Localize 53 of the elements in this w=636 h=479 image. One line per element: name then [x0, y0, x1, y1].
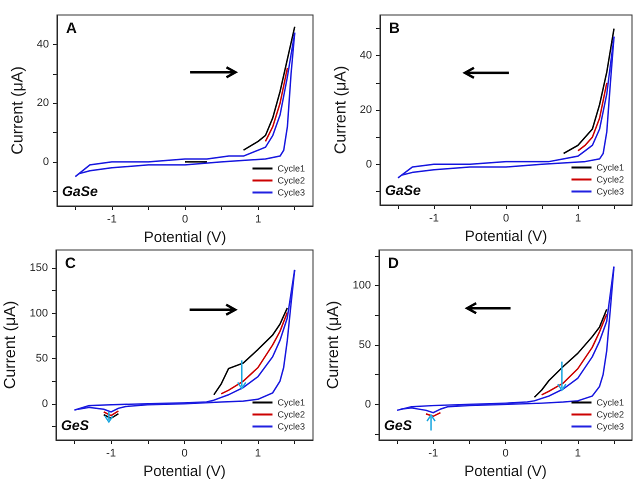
x-tick-label: 0: [182, 214, 188, 226]
x-tick-label: -1: [429, 212, 439, 224]
legend-label: Cycle3: [277, 422, 306, 432]
y-tick-label: 20: [360, 104, 372, 116]
y-axis-title: Current (μA): [9, 66, 26, 155]
legend-label: Cycle2: [277, 410, 306, 420]
annotation: B: [389, 20, 400, 37]
legend-label: Cycle3: [277, 188, 306, 198]
legend-label: Cycle1: [277, 164, 306, 174]
y-tick-label: 150: [30, 262, 48, 274]
x-axis-title: Potential (V): [143, 462, 226, 479]
y-tick-label: 0: [42, 156, 49, 168]
legend-label: Cycle2: [277, 176, 306, 186]
annotation: GaSe: [62, 183, 98, 199]
y-tick-label: 50: [36, 352, 48, 365]
y-tick-label: 40: [360, 50, 372, 62]
legend-label: Cycle3: [596, 422, 624, 432]
x-tick-label: -1: [428, 448, 438, 460]
annotation: A: [66, 20, 77, 37]
x-tick-label: -1: [106, 448, 116, 460]
annotation: GaSe: [385, 182, 422, 198]
x-tick-label: 0: [181, 448, 188, 460]
legend-label: Cycle1: [596, 162, 624, 172]
x-tick-label: 1: [574, 212, 582, 224]
annotation: D: [388, 255, 399, 272]
y-tick-label: 0: [42, 398, 48, 410]
x-axis-title: Potential (V): [464, 462, 547, 479]
y-tick-label: 100: [352, 280, 371, 292]
x-axis-title: Potential (V): [144, 228, 226, 246]
x-axis-title: Potential (V): [464, 228, 548, 245]
y-tick-label: 100: [30, 307, 48, 320]
x-tick-label: 1: [574, 448, 581, 460]
y-axis-title: Current (μA): [2, 300, 20, 390]
x-tick-label: -1: [106, 214, 117, 226]
y-tick-label: 0: [364, 398, 371, 410]
y-tick-label: 0: [366, 158, 372, 170]
y-tick-label: 50: [358, 339, 371, 351]
annotation: GeS: [61, 417, 90, 433]
y-tick-label: 20: [36, 97, 49, 110]
y-axis-title: Current (μA): [332, 66, 350, 154]
y-tick-label: 40: [36, 38, 49, 50]
legend-label: Cycle1: [596, 398, 624, 408]
x-tick-label: 1: [255, 214, 262, 226]
legend-label: Cycle3: [596, 186, 624, 196]
y-axis-title: Current (μA): [325, 300, 342, 390]
annotation: C: [65, 255, 76, 272]
legend-label: Cycle2: [596, 174, 624, 184]
x-tick-label: 1: [254, 448, 261, 460]
legend-label: Cycle1: [277, 398, 306, 408]
x-tick-label: 0: [502, 448, 509, 460]
annotation: GeS: [384, 417, 413, 433]
x-tick-label: 0: [502, 212, 510, 224]
legend-label: Cycle2: [596, 410, 624, 420]
